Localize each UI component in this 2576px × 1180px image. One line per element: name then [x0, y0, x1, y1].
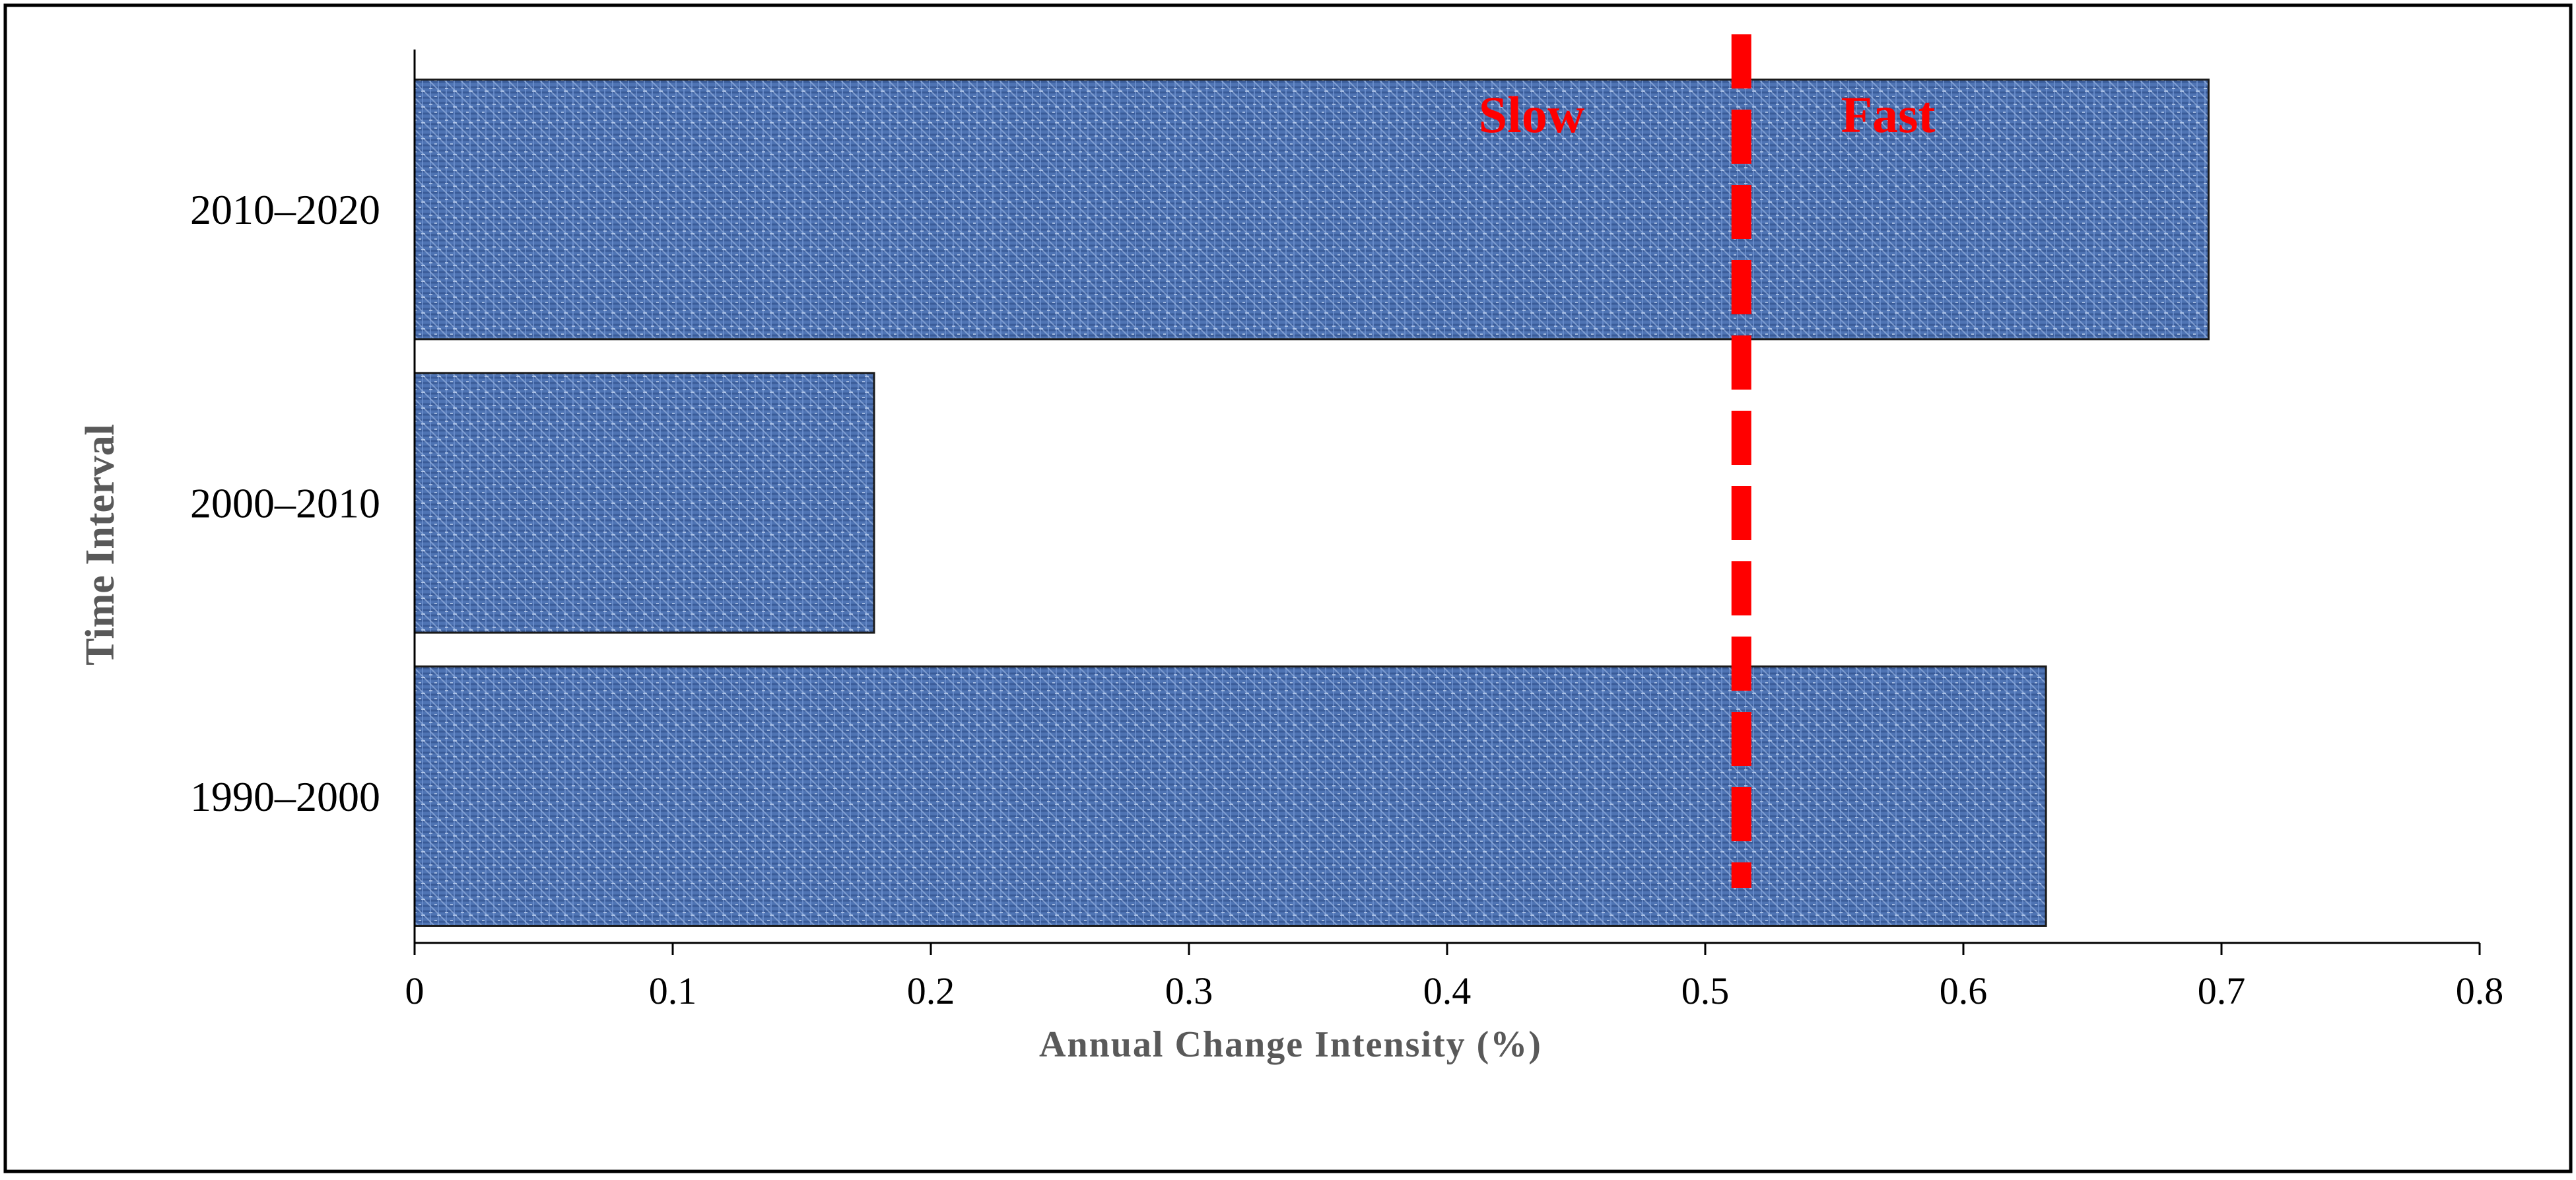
slow-label: Slow: [1479, 86, 1584, 143]
category-label: 1990–2000: [190, 773, 380, 820]
x-tick-label: 0.3: [1165, 969, 1213, 1012]
fast-label: Fast: [1841, 86, 1936, 143]
x-tick-label: 0.4: [1423, 969, 1472, 1012]
x-tick-label: 0.1: [649, 969, 697, 1012]
x-tick-label: 0.6: [1940, 969, 1988, 1012]
bar-1990–2000[interactable]: [413, 665, 2047, 927]
bar-2010–2020[interactable]: [413, 79, 2210, 341]
x-tick-label: 0.5: [1681, 969, 1730, 1012]
x-tick-label: 0.8: [2456, 969, 2504, 1012]
category-label: 2000–2010: [190, 480, 380, 527]
y-axis-title: Time Interval: [78, 424, 123, 666]
x-tick-label: 0.7: [2198, 969, 2246, 1012]
x-tick-label: 0: [405, 969, 424, 1012]
bar-2000–2010[interactable]: [413, 372, 875, 634]
category-label: 2010–2020: [190, 186, 380, 233]
x-axis-title: Annual Change Intensity (%): [1039, 1024, 1542, 1065]
x-tick-label: 0.2: [907, 969, 955, 1012]
